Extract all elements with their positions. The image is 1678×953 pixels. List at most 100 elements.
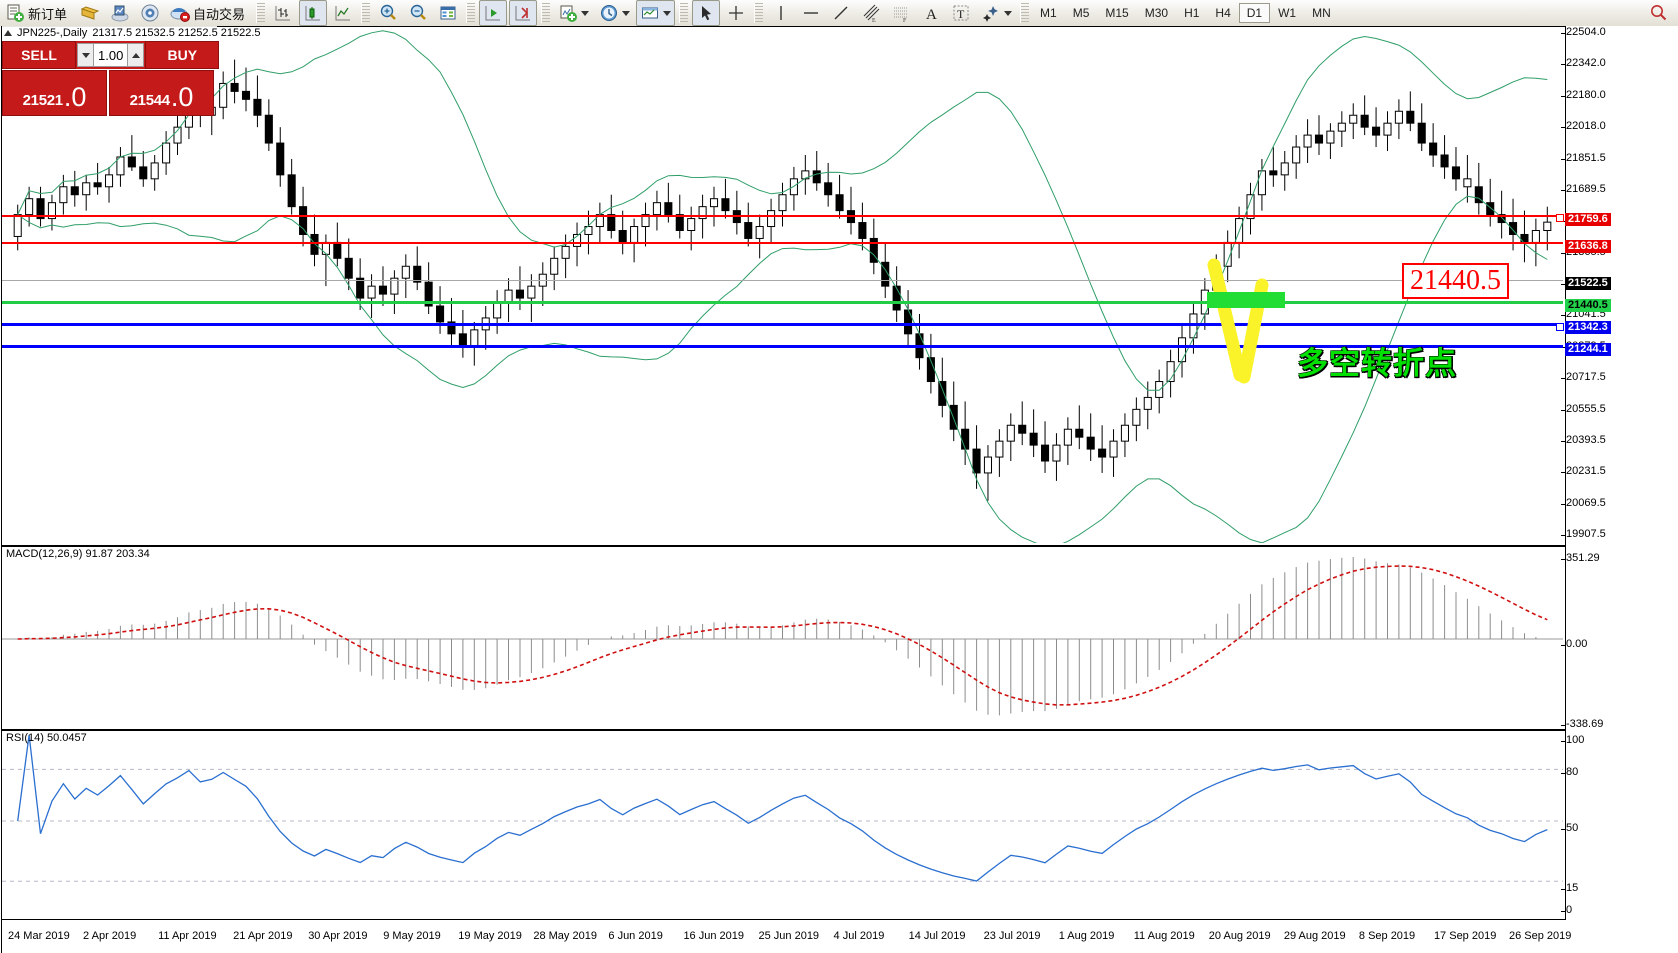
macd-label: MACD(12,26,9) 91.87 203.34 [6, 548, 150, 560]
line-handle[interactable] [1556, 214, 1564, 222]
data-grid-button[interactable] [434, 0, 462, 26]
price-pane[interactable]: 21440.5 多空转折点 [1, 26, 1566, 546]
rsi-pane[interactable]: RSI(14) 50.0457 [1, 730, 1566, 920]
support-line-21244[interactable] [2, 345, 1563, 348]
templates-button[interactable] [636, 0, 676, 26]
price-tag[interactable]: 21522.5 [1565, 277, 1611, 290]
price-tag[interactable]: 21440.5 [1565, 299, 1611, 312]
axis-tick: 0.00 [1560, 638, 1588, 650]
axis-tick: 22180.0 [1561, 88, 1606, 101]
crosshair-tool-button[interactable] [722, 0, 750, 26]
macd-pane[interactable]: MACD(12,26,9) 91.87 203.34 [1, 546, 1566, 730]
time-tick: 8 Sep 2019 [1358, 930, 1416, 942]
autoscroll-button[interactable] [509, 0, 538, 26]
toolbar-separator-1 [256, 3, 266, 23]
volume-increment-button[interactable] [127, 43, 145, 67]
toolbar-separator-6 [754, 3, 764, 23]
price-tag[interactable]: 21342.3 [1565, 321, 1611, 334]
volume-stepper[interactable]: 1.00 [76, 41, 146, 69]
period-button[interactable] [595, 0, 634, 26]
price-tag[interactable]: 21759.6 [1565, 213, 1611, 226]
chevron-down-icon [81, 52, 90, 58]
zoom-out-button[interactable] [404, 0, 432, 26]
buy-button[interactable]: BUY [145, 41, 220, 69]
period-icon [599, 3, 619, 23]
toolbar-separator-5 [679, 3, 689, 23]
autotrade-button[interactable]: 自动交易 [166, 0, 252, 26]
navigator-button[interactable] [136, 0, 164, 26]
price-tag[interactable]: 21636.8 [1565, 240, 1611, 253]
toolbar-separator-2 [361, 3, 371, 23]
chevron-down-icon[interactable] [663, 10, 672, 16]
fibonacci-tool-button[interactable]: F [887, 0, 915, 26]
search-button[interactable] [1644, 0, 1672, 26]
time-tick: 26 Sep 2019 [1509, 930, 1572, 942]
bar-chart-button[interactable] [269, 0, 297, 26]
new-order-button[interactable]: 新订单 [1, 0, 74, 26]
volume-input[interactable]: 1.00 [94, 43, 128, 67]
one-click-trading-panel[interactable]: JPN225-,Daily 21317.5 21532.5 21252.5 21… [2, 26, 261, 116]
zoom-out-icon [408, 3, 428, 23]
indicators-button[interactable] [554, 0, 593, 26]
timeframe-h4[interactable]: H4 [1215, 6, 1231, 20]
line-handle[interactable] [1556, 323, 1564, 331]
svg-text:F: F [903, 18, 907, 23]
cursor-tool-button[interactable] [692, 0, 721, 26]
collapse-icon[interactable] [4, 30, 12, 36]
autoscroll-icon [513, 3, 533, 23]
line-chart-button[interactable] [329, 0, 357, 26]
timeframe-w1[interactable]: W1 [1278, 6, 1297, 20]
vertical-line-icon [771, 3, 791, 23]
channel-tool-button[interactable]: E [857, 0, 885, 26]
data-window-button[interactable] [106, 0, 134, 26]
new-order-label: 新订单 [28, 6, 68, 22]
horizontal-line-tool-button[interactable] [797, 0, 825, 26]
timeframe-mn[interactable]: MN [1312, 6, 1331, 20]
shift-end-button[interactable] [479, 0, 508, 26]
axis-tick: 15 [1560, 882, 1579, 894]
sell-price-display[interactable]: 21521 .0 [2, 70, 107, 116]
resistance-line-21759[interactable] [2, 214, 1564, 222]
axis-tick: 0 [1560, 904, 1573, 916]
sell-price-decimal: .0 [63, 82, 87, 112]
vertical-line-tool-button[interactable] [767, 0, 795, 26]
time-tick: 4 Jul 2019 [833, 930, 885, 942]
zoom-in-button[interactable] [374, 0, 402, 26]
timeframe-m15[interactable]: M15 [1105, 6, 1129, 20]
time-tick: 20 Aug 2019 [1208, 930, 1271, 942]
main-toolbar: 新订单 [0, 0, 1678, 27]
pivot-line-21440[interactable] [2, 301, 1563, 304]
chart-area[interactable]: 21440.5 多空转折点 MACD(12,26,9) 91.87 203.34… [0, 26, 1678, 953]
volume-decrement-button[interactable] [77, 43, 94, 67]
chevron-down-icon[interactable] [1004, 10, 1013, 16]
buy-price-decimal: .0 [170, 82, 194, 112]
buy-price-display[interactable]: 21544 .0 [109, 70, 214, 116]
macd-scale[interactable]: 351.29 0.00 -338.69 [1560, 546, 1676, 730]
axis-tick: 20069.5 [1561, 496, 1606, 509]
sell-button[interactable]: SELL [2, 41, 76, 69]
text-label-tool-button[interactable]: A [917, 0, 945, 26]
rsi-label: RSI(14) 50.0457 [6, 732, 87, 744]
chevron-up-icon [131, 52, 140, 58]
text-tool-button[interactable]: T [947, 0, 975, 26]
axis-tick: 20231.5 [1561, 465, 1606, 478]
price-scale[interactable]: 22504.0 22342.0 22180.0 22018.0 21851.5 21689… [1561, 26, 1676, 544]
axis-tick: 100 [1560, 734, 1585, 746]
resistance-line-21636[interactable] [2, 242, 1563, 244]
support-line-21342[interactable] [2, 323, 1564, 331]
arrows-tool-button[interactable] [977, 0, 1016, 26]
chevron-down-icon[interactable] [581, 10, 590, 16]
time-tick: 11 Apr 2019 [158, 930, 217, 942]
timeframe-d1[interactable]: D1 [1238, 3, 1271, 23]
rsi-scale[interactable]: 100 80 50 15 0 [1560, 730, 1676, 918]
timeframe-m1[interactable]: M1 [1040, 6, 1057, 20]
timeframe-h1[interactable]: H1 [1184, 6, 1200, 20]
timeframe-m5[interactable]: M5 [1072, 6, 1090, 20]
chevron-down-icon[interactable] [622, 10, 631, 16]
candlestick-chart-button[interactable] [299, 0, 328, 26]
timeframe-m30[interactable]: M30 [1144, 6, 1169, 20]
folder-button[interactable] [76, 0, 104, 26]
trendline-tool-button[interactable] [827, 0, 855, 26]
time-axis[interactable]: 24 Mar 2019 2 Apr 2019 11 Apr 2019 21 Apr 2… [1, 920, 1571, 953]
price-tag[interactable]: 21244.1 [1565, 343, 1611, 356]
